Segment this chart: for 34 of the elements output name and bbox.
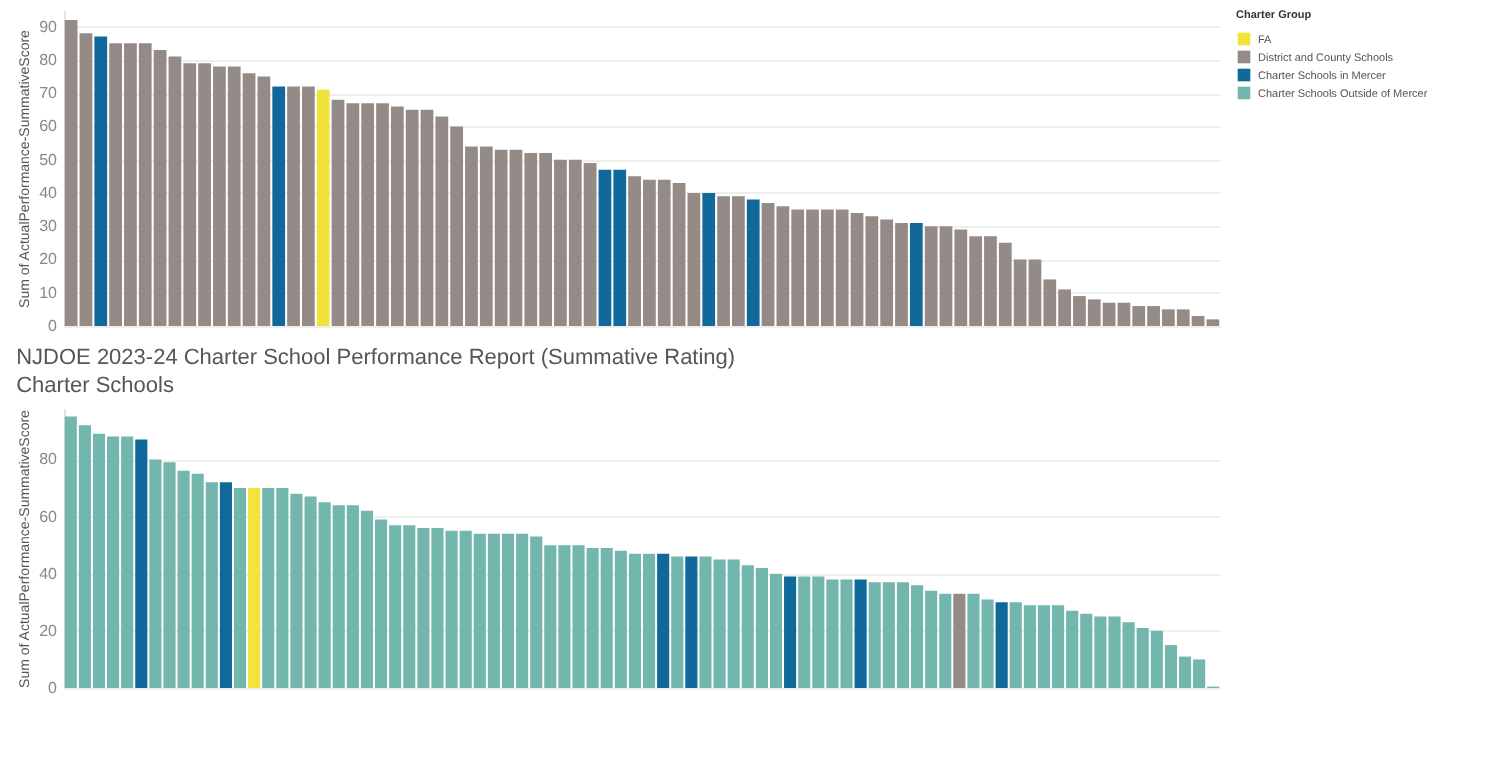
y-tick-label: 40 xyxy=(39,564,59,583)
y-tick-label: 90 xyxy=(39,17,59,36)
bar xyxy=(233,488,247,688)
y-tick-label: 0 xyxy=(48,679,59,697)
y-tick-label: 80 xyxy=(39,450,59,469)
bar xyxy=(219,482,232,688)
bar xyxy=(94,36,108,326)
y-tick-label: 60 xyxy=(39,507,59,526)
chart-subtitle: Charter Schools xyxy=(16,374,175,398)
bar xyxy=(995,602,1008,688)
y-tick-label: 20 xyxy=(39,250,59,269)
bar xyxy=(746,199,760,326)
y-tick-label: 20 xyxy=(39,621,59,640)
y-tick-label: 70 xyxy=(39,84,59,103)
y-tick-label: 0 xyxy=(48,317,59,335)
y-tick-label: 80 xyxy=(39,50,59,69)
bar xyxy=(316,89,330,326)
bar xyxy=(272,86,286,326)
chart-title: NJDOE 2023-24 Charter School Performance Report (Summative Rating) xyxy=(16,346,736,370)
bar xyxy=(657,553,670,688)
y-tick-label: 30 xyxy=(39,217,59,236)
bar xyxy=(784,576,797,688)
y-tick-label: 60 xyxy=(39,117,59,136)
bar xyxy=(909,222,923,326)
y-tick-label: 10 xyxy=(39,283,59,302)
y-tick-label: 40 xyxy=(39,183,59,202)
bar xyxy=(702,192,716,326)
bar xyxy=(854,579,867,688)
bar xyxy=(685,556,698,688)
y-tick-label: 50 xyxy=(39,150,59,169)
bar xyxy=(671,556,684,688)
bar xyxy=(135,439,148,688)
bar xyxy=(248,488,261,688)
bar xyxy=(953,593,966,688)
